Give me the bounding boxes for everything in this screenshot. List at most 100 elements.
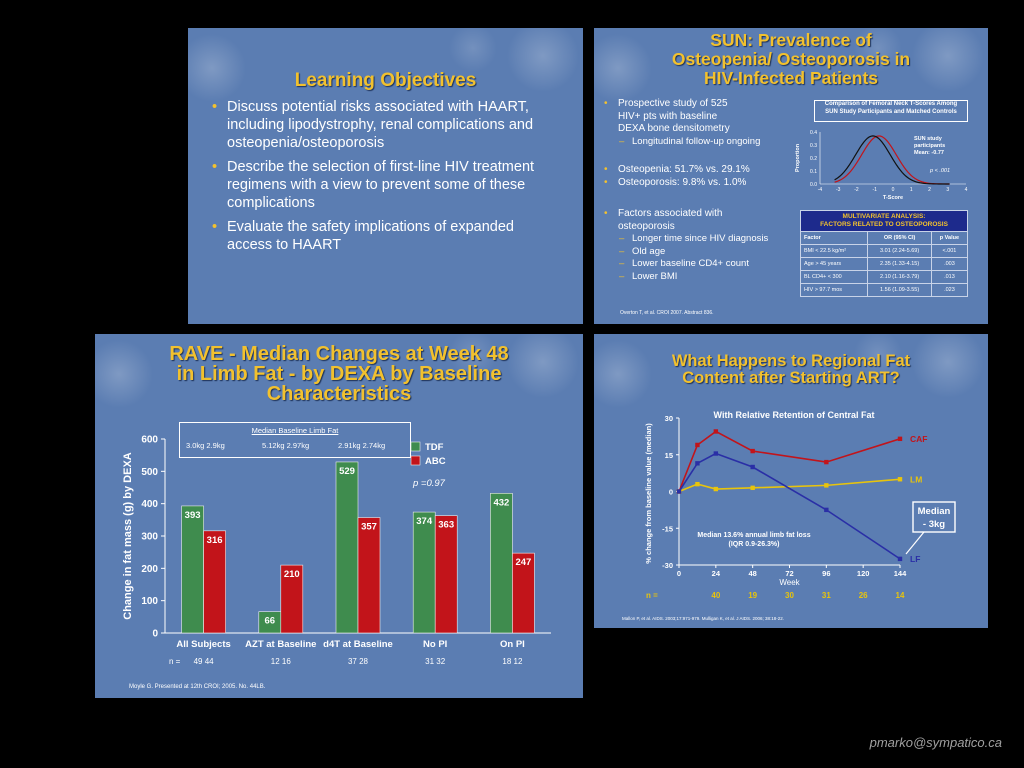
p-value-label: p < .001 <box>929 168 950 174</box>
median-box-line: Median <box>918 506 951 517</box>
slide1-bullet: Evaluate the safety implications of expa… <box>210 218 562 254</box>
table-row: BL CD4+ < 300 2.10 (1.16-3.79) .013 <box>799 270 969 284</box>
bar-tdf <box>490 493 513 634</box>
slide-rave-limb-fat: RAVE - Median Changes at Week 48 in Limb… <box>95 334 583 698</box>
data-point-lf <box>676 489 682 494</box>
data-point-lf <box>897 556 903 562</box>
data-point-lm <box>695 481 700 487</box>
sub-bullet: Longer time since HIV diagnosis <box>604 233 794 246</box>
series-line-lm <box>678 478 901 493</box>
table-cell: BMI < 22.5 kg/m² <box>799 244 869 258</box>
curve-label: participants <box>914 143 945 149</box>
x-tick-label: -2 <box>854 187 859 193</box>
bar-tdf <box>181 505 204 634</box>
slide3-title: RAVE - Median Changes at Week 48 in Limb… <box>95 344 583 404</box>
x-tick-label: 0 <box>892 187 895 193</box>
y-tick-label: 300 <box>141 532 158 543</box>
n-value: 19 <box>748 591 757 600</box>
box-line: Comparison of Femoral Neck T-Scores Amon… <box>824 101 958 107</box>
bar-value-label: 432 <box>493 497 509 508</box>
n-value: 31 32 <box>425 657 446 666</box>
table-cell: 1.56 (1.09-3.55) <box>867 283 932 297</box>
table-cell: Age > 45 years <box>799 257 869 271</box>
x-tick-label: 48 <box>748 569 756 578</box>
bullet: Prospective study of 525 HIV+ pts with b… <box>604 98 730 136</box>
slide2-title: SUN: Prevalence of Osteopenia/ Osteoporo… <box>594 31 988 88</box>
x-axis-label: T-Score <box>883 195 903 201</box>
n-value: 37 28 <box>348 657 369 666</box>
annotation-line: Median 13.6% annual limb fat loss <box>697 532 810 539</box>
data-point-lm <box>824 483 829 488</box>
x-tick-label: -3 <box>836 187 841 193</box>
table-col-header: OR (95% CI) <box>867 231 932 245</box>
table-col-header: Factor <box>799 231 869 245</box>
sub-bullet: Lower baseline CD4+ count <box>604 258 794 271</box>
curve-label: SUN study <box>914 136 943 142</box>
bar-tdf <box>335 461 359 634</box>
bar-value-label: 66 <box>265 616 276 627</box>
x-tick-label: 0 <box>677 569 681 578</box>
x-tick-label: On PI <box>500 639 525 650</box>
p-value-label: p =0.97 <box>412 478 446 489</box>
n-value: 31 <box>822 591 831 600</box>
box-line: SUN Study Participants and Matched Contr… <box>825 108 957 115</box>
y-tick-label: 0.0 <box>810 182 817 188</box>
x-axis-label: Week <box>779 578 800 587</box>
y-axis-label: % change from baseline value (median) <box>644 423 653 564</box>
series-label: CAF <box>910 434 927 444</box>
x-tick-label: d4T at Baseline <box>323 639 393 650</box>
x-tick-label: 4 <box>965 187 968 193</box>
bar-abc <box>203 530 226 634</box>
n-value: 30 <box>785 591 794 600</box>
table-col-header: p Value <box>930 231 969 245</box>
data-point-lf <box>824 507 829 513</box>
data-point-lf <box>750 464 755 470</box>
bar-value-label: 374 <box>416 516 433 527</box>
bar-abc <box>512 552 535 634</box>
slide4-source: Mallon P, et al. AIDS. 2003;17:971-979. … <box>622 616 785 621</box>
bar-abc <box>280 564 304 634</box>
data-point-lf <box>713 451 719 456</box>
median-box-value: 3.0kg 2.9kg <box>186 441 225 450</box>
y-axis-label: Proportion <box>795 143 801 172</box>
title-line: RAVE - Median Changes at Week 48 <box>169 343 509 365</box>
y-tick-label: -30 <box>662 561 673 570</box>
series-line-caf <box>678 430 901 492</box>
y-tick-label: 500 <box>141 467 158 478</box>
data-point-caf <box>824 459 829 465</box>
slide3-source: Moyle G. Presented at 12th CROI; 2005. N… <box>129 684 266 690</box>
median-box-value: 5.12kg 2.97kg <box>262 441 310 450</box>
title-line: Content after Starting ART? <box>682 369 900 387</box>
data-point-lm <box>897 477 903 482</box>
slide1-bullet-list: Discuss potential risks associated with … <box>210 98 562 260</box>
y-tick-label: 0.3 <box>810 143 817 149</box>
x-tick-label: 3 <box>946 187 949 193</box>
y-tick-label: 600 <box>141 435 158 446</box>
x-tick-label: All Subjects <box>176 639 230 650</box>
slide2-bullets-mid: Osteopenia: 51.7% vs. 29.1% Osteoporosis… <box>604 164 794 189</box>
sub-bullet: Lower BMI <box>604 271 794 284</box>
y-tick-label: 15 <box>665 451 673 460</box>
multivariate-table: MULTIVARIATE ANALYSIS: FACTORS RELATED TO… <box>799 210 969 297</box>
data-point-caf <box>750 448 755 454</box>
n-label: n = <box>646 591 658 600</box>
n-value: 26 <box>859 591 868 600</box>
median-box-line: - 3kg <box>923 519 945 530</box>
y-tick-label: 0 <box>669 488 673 497</box>
x-tick-label: 2 <box>928 187 931 193</box>
data-point-caf <box>897 436 903 442</box>
y-tick-label: 100 <box>141 596 158 607</box>
header-line: FACTORS RELATED TO OSTEOPOROSIS <box>820 221 948 228</box>
legend-label: ABC <box>425 456 446 467</box>
table-row: HIV > 97.7 mos 1.56 (1.09-3.55) .023 <box>799 283 969 297</box>
x-tick-label: -1 <box>873 187 878 193</box>
y-tick-label: 0 <box>152 629 158 640</box>
y-tick-label: 0.4 <box>810 130 817 136</box>
x-tick-label: 72 <box>785 569 793 578</box>
x-tick-label: 96 <box>822 569 830 578</box>
slide4-title: What Happens to Regional Fat Content aft… <box>594 353 988 387</box>
table-row: BMI < 22.5 kg/m² 3.01 (2.24-5.69) <.001 <box>799 244 969 258</box>
bullet: Osteopenia: 51.7% vs. 29.1% <box>604 164 794 177</box>
title-line: Osteopenia/ Osteoporosis in <box>671 49 911 69</box>
tscore-distribution-chart: 0.4 0.3 0.2 0.1 0.0-4 -3 -2 -1 0 1 2 3 4 T-Score Propo… <box>795 130 968 201</box>
